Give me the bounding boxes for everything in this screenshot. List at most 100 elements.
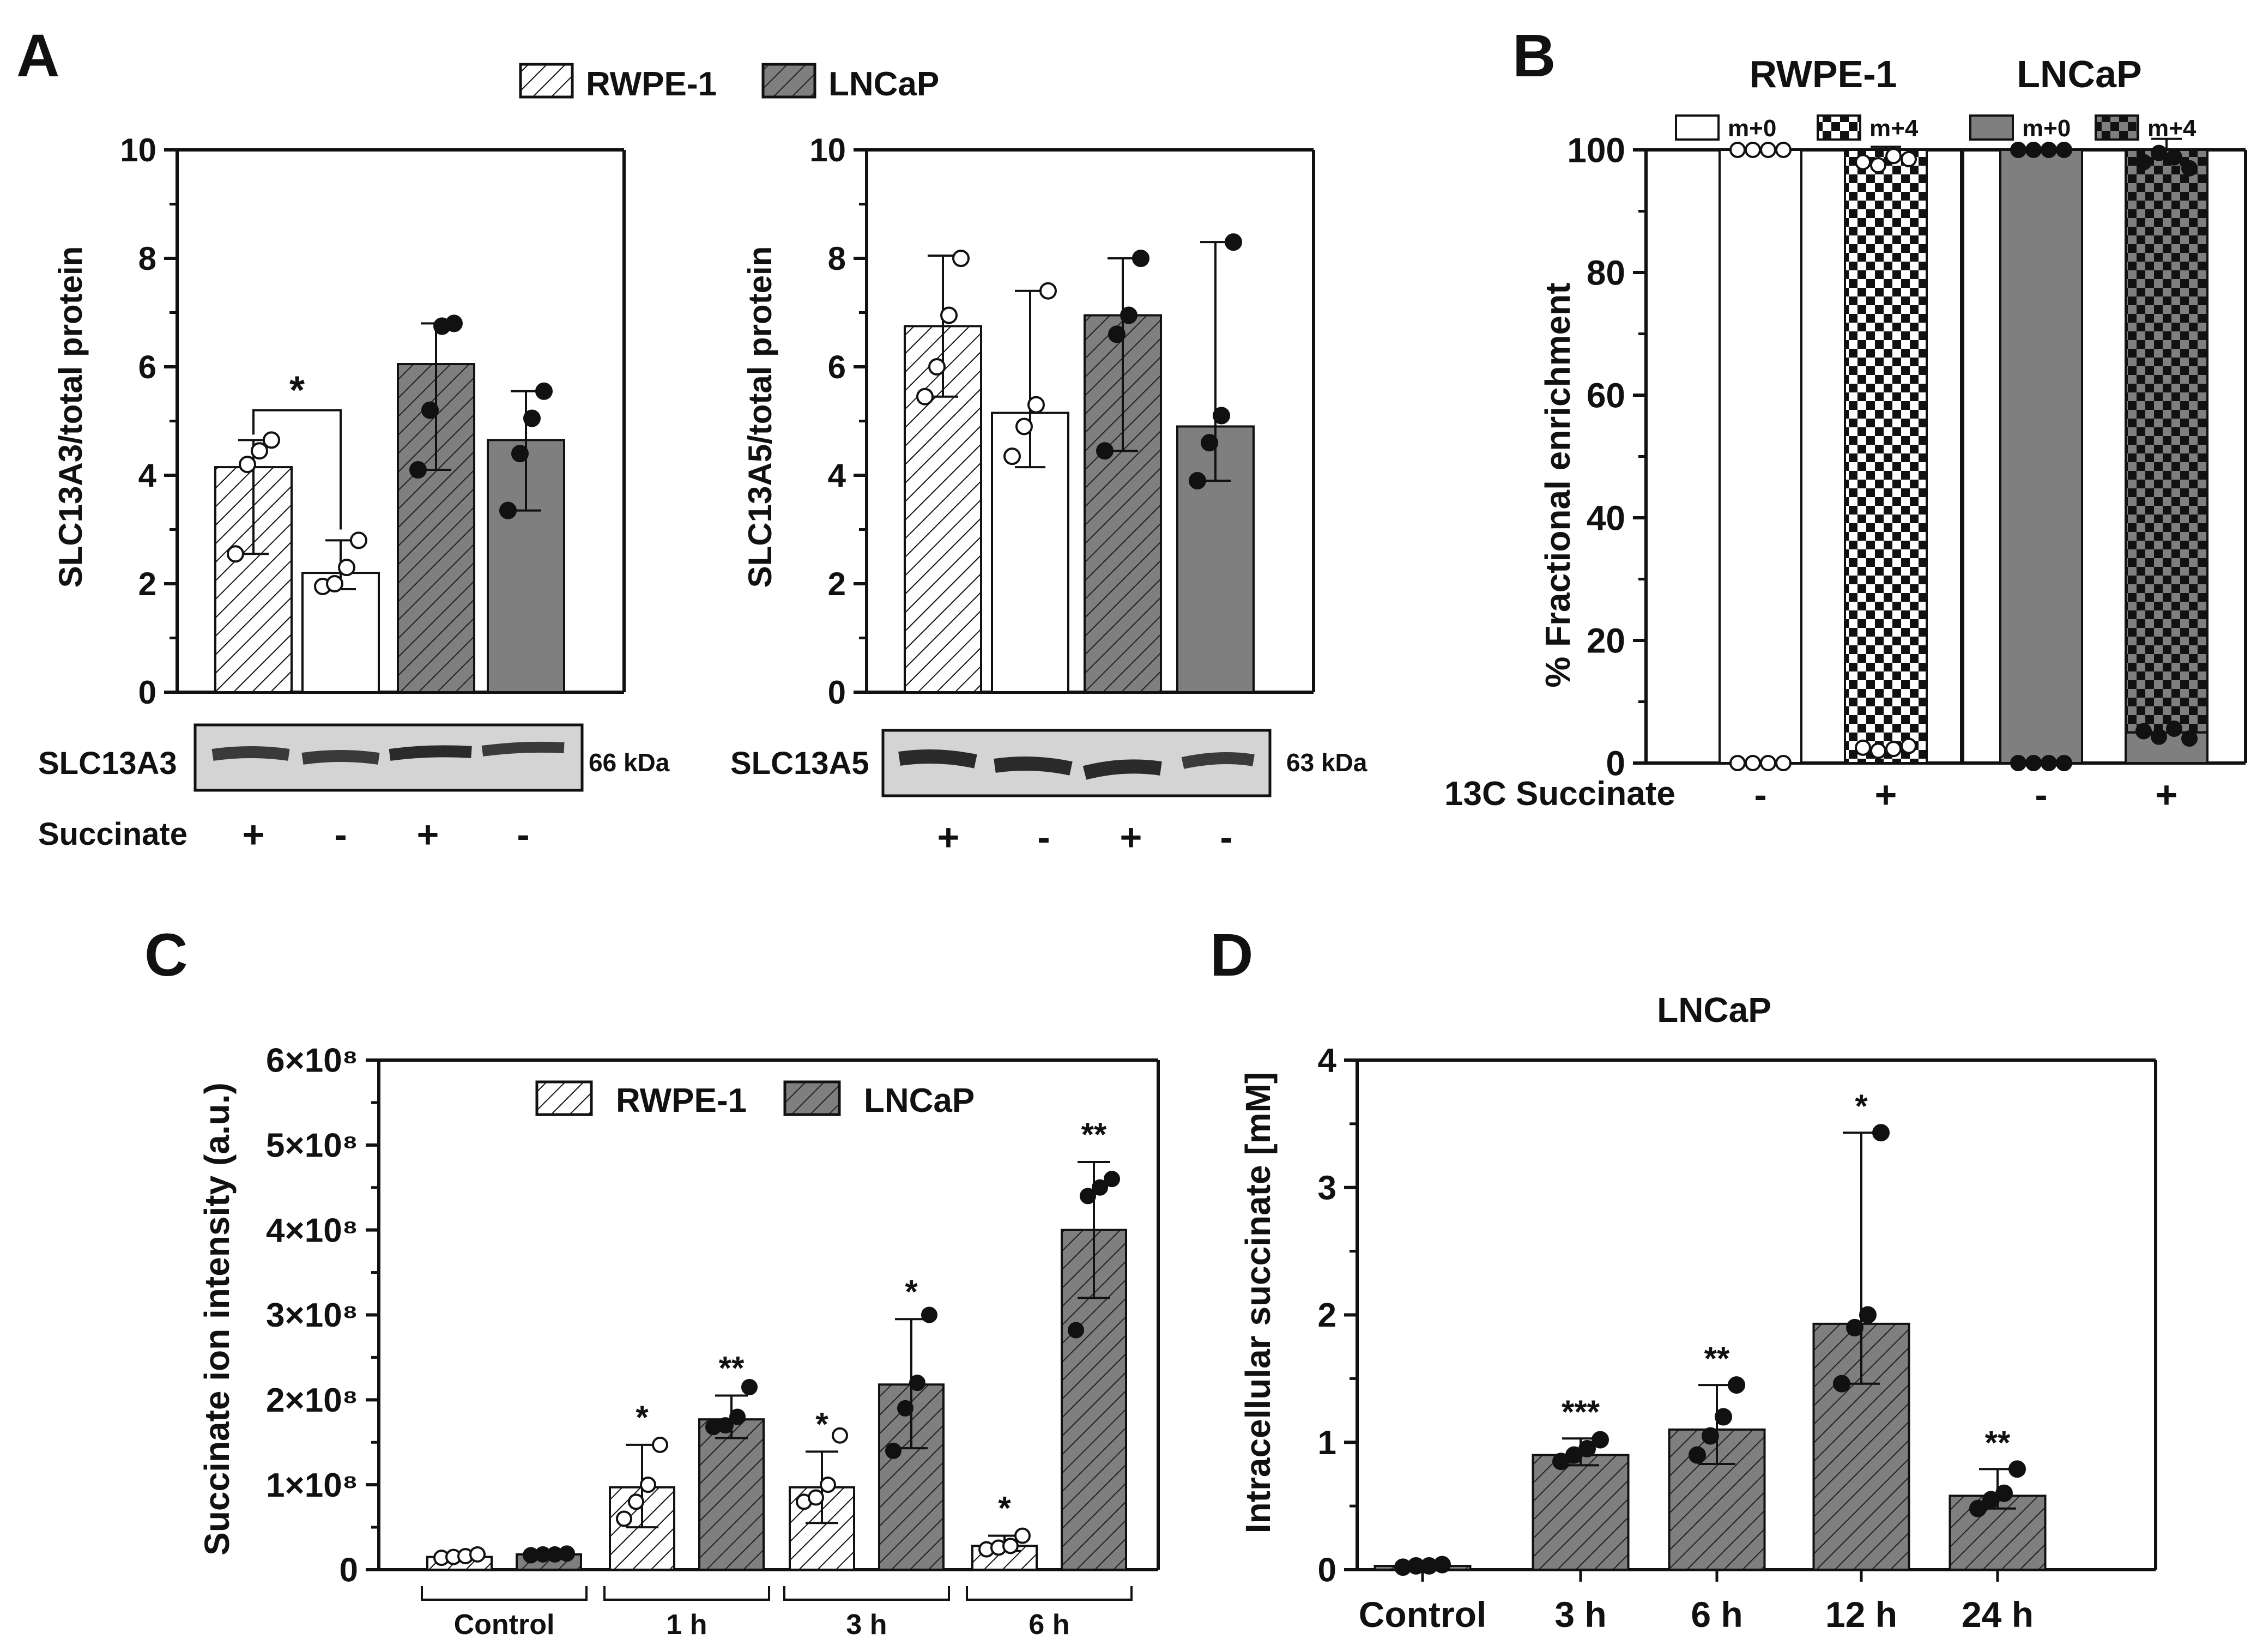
b-bar-1-total-point-0 — [1855, 154, 1871, 171]
b-ytick-label-0: 0 — [1606, 743, 1625, 783]
legend-swatch-rwpe1 — [519, 63, 574, 99]
c-legend-swatch-rwpe1 — [535, 1080, 593, 1116]
a1-bar-2-point-1 — [421, 401, 439, 419]
d-ytick-label-2: 2 — [1318, 1297, 1336, 1334]
b-bar-0-m4-point-2 — [1760, 755, 1776, 771]
c-lncap-3-significance: ** — [1081, 1116, 1107, 1153]
a1-ytick-label-0: 0 — [138, 674, 156, 711]
blot-band-7 — [1082, 759, 1162, 780]
a1-ytick-label-3: 6 — [138, 349, 156, 385]
b-bar-2-total-point-3 — [2056, 142, 2072, 158]
c-rwpe1-1-significance: * — [636, 1399, 649, 1436]
c-rwpe1-0-point-3 — [469, 1546, 486, 1563]
blot-band-3 — [389, 745, 472, 761]
b-bar-2-m4-point-3 — [2056, 755, 2072, 771]
d-xtick-label-1: 3 h — [1554, 1594, 1606, 1635]
c-lncap-2-point-2 — [909, 1375, 925, 1391]
a1-sign-4: - — [517, 813, 529, 856]
b-bar-1-m4-point-1 — [1870, 742, 1886, 759]
panel-label-b: B — [1512, 22, 1556, 89]
b-legend-label-lncap-m4: m+4 — [2147, 115, 2197, 142]
a1-bar-1-point-3 — [350, 531, 367, 549]
b-bar-3-m4-point-0 — [2135, 723, 2152, 740]
b-legend-swatch-lncap-m0 — [1969, 114, 2014, 141]
a1-ytick-label-5: 10 — [120, 132, 156, 168]
b-bar-0-m4-point-1 — [1745, 755, 1761, 771]
a2-sign-4: - — [1220, 816, 1232, 858]
b-ytick-label-1: 20 — [1587, 621, 1625, 660]
b-sign-3: + — [2156, 773, 2178, 816]
a2-bar-2-point-3 — [1132, 250, 1149, 267]
b-sign-1: + — [1875, 773, 1897, 816]
b-bar-0-total-point-0 — [1729, 142, 1746, 158]
a2-condition-signs: + - + - — [937, 816, 1233, 858]
c-rwpe1-2-point-1 — [808, 1489, 824, 1506]
a2-ytick-label-2: 4 — [828, 457, 846, 494]
b-bar-3-total-point-2 — [2166, 149, 2182, 166]
a1-bar-1-point-1 — [326, 575, 343, 592]
d-bar-3-point-0 — [1833, 1375, 1850, 1393]
a1-bar-0-point-0 — [227, 545, 244, 563]
d-xtick-label-4: 24 h — [1962, 1594, 2034, 1635]
blot-slc13a5: SLC13A5 63 kDa — [730, 729, 1368, 797]
a2-sign-1: + — [937, 816, 960, 858]
a2-bar-3-point-1 — [1201, 434, 1218, 452]
a1-ylabel: SLC13A3/total protein — [52, 246, 89, 588]
c-rwpe1-1-point-2 — [640, 1476, 656, 1493]
b-bar-3-m4-point-2 — [2166, 721, 2182, 737]
blot-band-5 — [898, 749, 977, 768]
a1-bar-0-point-3 — [263, 431, 280, 449]
d-xtick-label-0: Control — [1359, 1594, 1487, 1635]
c-lncap-2-significance: * — [905, 1273, 918, 1310]
b-ytick-label-4: 80 — [1587, 253, 1625, 292]
b-bar-2-m4-point-2 — [2041, 755, 2057, 771]
b-bar-1-m4-point-2 — [1885, 741, 1902, 758]
a1-bar-3-point-0 — [499, 501, 517, 519]
c-ytick-label-2: 2×10⁸ — [266, 1382, 358, 1419]
b-legend-label-rwpe-m0: m+0 — [1728, 115, 1776, 142]
b-sign-0: - — [1754, 773, 1766, 816]
b-legend-label-lncap-m0: m+0 — [2022, 115, 2071, 142]
d-title: LNCaP — [1657, 990, 1771, 1030]
c-lncap-1-point-1 — [717, 1417, 734, 1434]
a2-ylabel: SLC13A5/total protein — [742, 246, 778, 588]
c-ytick-label-1: 1×10⁸ — [266, 1467, 358, 1504]
b-bar-3-total-point-3 — [2181, 160, 2198, 177]
a2-sign-2: - — [1037, 816, 1050, 858]
a1-bar-0-point-1 — [239, 456, 256, 474]
c-ytick-label-3: 3×10⁸ — [266, 1297, 358, 1334]
c-rwpe1-2-significance: * — [815, 1406, 828, 1442]
a1-ytick-label-2: 4 — [138, 457, 157, 494]
a2-ytick-label-5: 10 — [809, 132, 846, 168]
b-bar-0-total-point-1 — [1745, 142, 1761, 158]
b-bar-1-m4-point-3 — [1901, 737, 1917, 754]
c-lncap-1-significance: ** — [719, 1350, 745, 1387]
legend-label-rwpe1: RWPE-1 — [586, 65, 717, 103]
b-bar-1-total-point-3 — [1901, 150, 1917, 167]
a2-bar-3-point-2 — [1213, 407, 1230, 425]
a2-ytick-label-4: 8 — [828, 240, 846, 277]
c-lncap-3-point-3 — [1104, 1171, 1120, 1188]
blot-band-1 — [211, 746, 290, 761]
c-legend-label-lncap: LNCaP — [864, 1082, 975, 1120]
b-bar-3-m4 — [2125, 149, 2208, 734]
c-xtick-label-3: 6 h — [1028, 1609, 1069, 1641]
condition-label-succinate: Succinate — [38, 816, 187, 852]
a1-bar-1-point-2 — [338, 559, 355, 577]
a2-bar-2-point-2 — [1120, 306, 1137, 324]
c-lncap-3-point-0 — [1068, 1322, 1084, 1339]
c-xtick-label-0: Control — [454, 1609, 555, 1641]
c-legend-label-rwpe1: RWPE-1 — [616, 1082, 747, 1120]
b-group-title-lncap: LNCaP — [2017, 53, 2141, 95]
b-legend-swatch-rwpe-m4 — [1817, 114, 1861, 141]
b-bar-0-m0 — [1719, 149, 1802, 764]
chart-slc13a5: SLC13A5/total protein 0 2 4 6 8 10 — [742, 132, 1315, 711]
b-bar-1-total-point-1 — [1870, 157, 1886, 174]
d-bar-1 — [1532, 1454, 1630, 1571]
chart-succinate-ion-intensity: Succinate ion intensity (a.u.) RWPE-1 LN… — [197, 1042, 1160, 1641]
b-ylabel: % Fractional enrichment — [1538, 282, 1577, 687]
b-bar-2-total-point-1 — [2025, 142, 2042, 158]
panel-a-legend: RWPE-1 LNCaP — [519, 63, 939, 103]
d-bar-1-significance: *** — [1562, 1394, 1600, 1430]
